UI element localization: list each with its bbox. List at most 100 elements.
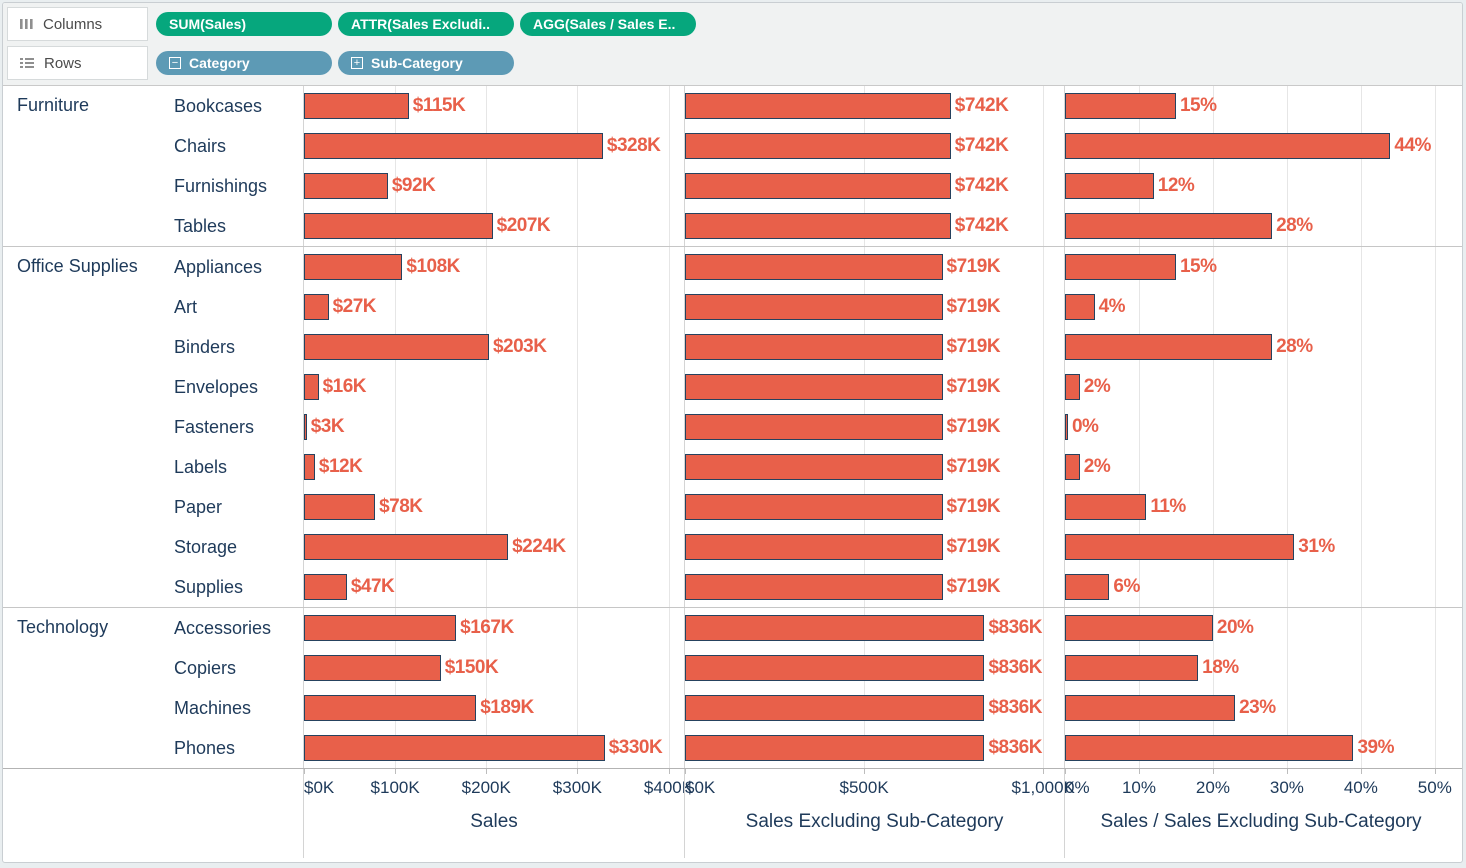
bar[interactable]	[304, 534, 509, 560]
bar[interactable]	[1065, 334, 1273, 360]
bar[interactable]	[685, 173, 951, 199]
chart-panel: 15% 44% 12% 28%	[1064, 86, 1457, 246]
bar-row: $115K	[304, 86, 684, 126]
bar-row: $836K	[685, 728, 1064, 768]
bar[interactable]	[304, 414, 307, 440]
bar[interactable]	[1065, 695, 1236, 721]
bar[interactable]	[1065, 615, 1213, 641]
bar[interactable]	[304, 294, 329, 320]
gridline	[395, 608, 397, 768]
bar[interactable]	[685, 655, 985, 681]
bar[interactable]	[304, 735, 605, 761]
bar[interactable]	[1065, 374, 1080, 400]
chart-panel: $836K $836K $836K $836K	[684, 608, 1064, 768]
bar[interactable]	[1065, 494, 1147, 520]
bar[interactable]	[1065, 534, 1295, 560]
measure-pill[interactable]: SUM(Sales)	[156, 12, 332, 36]
bar[interactable]	[685, 695, 985, 721]
bar[interactable]	[304, 494, 376, 520]
bar-value-label: $742K	[954, 135, 1009, 156]
bar[interactable]	[1065, 93, 1176, 119]
axis-tick-mark	[685, 769, 686, 774]
subcategory-label: Phones	[174, 737, 236, 758]
measure-pill[interactable]: ATTR(Sales Excludi..	[338, 12, 514, 36]
bar[interactable]	[685, 615, 985, 641]
bar[interactable]	[304, 254, 403, 280]
bar[interactable]	[685, 93, 951, 119]
bar-value-label: 28%	[1276, 215, 1313, 236]
bar[interactable]	[304, 454, 315, 480]
bar[interactable]	[1065, 294, 1095, 320]
bar-row: $719K	[685, 327, 1064, 367]
gridline	[864, 86, 866, 246]
axis-tick-label: 30%	[1269, 778, 1304, 797]
bar[interactable]	[685, 534, 943, 560]
bar-value-label: $719K	[946, 336, 1001, 357]
gridline	[577, 86, 579, 246]
bar-value-label: $3K	[310, 416, 345, 437]
bar-row: $203K	[304, 327, 684, 367]
bar-value-label: $150K	[444, 657, 499, 678]
bar[interactable]	[685, 294, 943, 320]
gridline	[1286, 608, 1288, 768]
bar[interactable]	[304, 695, 477, 721]
chart-panel: 20% 18% 23% 39%	[1064, 608, 1457, 768]
bar[interactable]	[1065, 173, 1154, 199]
bar[interactable]	[1065, 454, 1080, 480]
bar-row: $78K	[304, 487, 684, 527]
bar[interactable]	[685, 213, 951, 239]
bar[interactable]	[304, 615, 457, 641]
bar-row: 12%	[1065, 166, 1457, 206]
bar[interactable]	[304, 133, 603, 159]
dimension-pill[interactable]: − Category	[156, 51, 332, 75]
bar[interactable]	[1065, 414, 1068, 440]
bar-value-label: 12%	[1157, 175, 1195, 196]
minus-box-icon[interactable]: −	[169, 57, 181, 69]
bar-value-label: $836K	[988, 737, 1042, 758]
bar[interactable]	[304, 334, 489, 360]
bar[interactable]	[1065, 133, 1391, 159]
bar-row: $328K	[304, 126, 684, 166]
bar[interactable]	[304, 213, 493, 239]
columns-shelf: Columns SUM(Sales) ATTR(Sales Excludi.. AG…	[7, 7, 1456, 41]
gridline	[1138, 247, 1140, 607]
bar[interactable]	[685, 334, 943, 360]
bar[interactable]	[685, 494, 943, 520]
bar[interactable]	[304, 655, 441, 681]
subcategory-label: Paper	[174, 496, 223, 517]
bar[interactable]	[685, 574, 943, 600]
measure-pill[interactable]: AGG(Sales / Sales E..	[520, 12, 696, 36]
bar[interactable]	[685, 133, 951, 159]
axis-tick-label: $0K	[304, 778, 335, 797]
category-label: Technology	[17, 617, 109, 637]
bar[interactable]	[304, 93, 409, 119]
bar-value-label: $742K	[954, 95, 1009, 116]
bar-row: $719K	[685, 407, 1064, 447]
bar[interactable]	[685, 374, 943, 400]
dimension-pill[interactable]: + Sub-Category	[338, 51, 514, 75]
bar[interactable]	[304, 173, 388, 199]
bar-row: 28%	[1065, 327, 1457, 367]
chart-panel: $115K $328K $92K $207K	[303, 86, 684, 246]
bar-value-label: $836K	[988, 697, 1042, 718]
gridline	[1043, 247, 1045, 607]
bar[interactable]	[1065, 655, 1199, 681]
bar[interactable]	[685, 735, 985, 761]
bar-row: $16K	[304, 367, 684, 407]
bar[interactable]	[685, 454, 943, 480]
bar[interactable]	[1065, 574, 1110, 600]
bar-row: 15%	[1065, 247, 1457, 287]
bar-row: $719K	[685, 447, 1064, 487]
bar[interactable]	[304, 374, 319, 400]
bar[interactable]	[1065, 213, 1273, 239]
bar[interactable]	[1065, 735, 1354, 761]
bar[interactable]	[1065, 254, 1176, 280]
bar[interactable]	[304, 574, 347, 600]
bar-row: $836K	[685, 608, 1064, 648]
bar-row: $330K	[304, 728, 684, 768]
bar[interactable]	[685, 254, 943, 280]
plus-box-icon[interactable]: +	[351, 57, 363, 69]
axis-tick-label: $1,000K	[1011, 778, 1075, 797]
bar[interactable]	[685, 414, 943, 440]
axis-title: Sales	[470, 811, 518, 832]
